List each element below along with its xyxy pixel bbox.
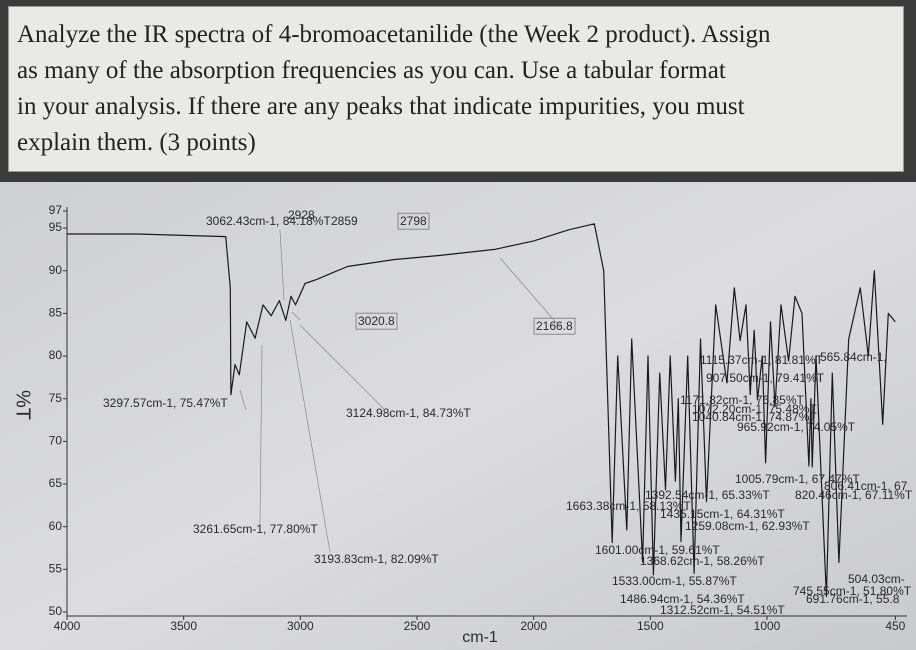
x-tick-label: 2000 — [520, 619, 547, 633]
x-axis-label: cm-1 — [462, 629, 498, 646]
spectrum-line — [67, 223, 896, 598]
peak-annotation: 1072.20cm-1, 75.48%T — [692, 402, 817, 416]
y-tick-label: 90 — [49, 263, 63, 277]
leader-line — [299, 324, 386, 411]
annotation-box — [533, 317, 576, 335]
peak-annotation: 806.41cm-1, 67 — [824, 479, 908, 493]
y-tick-label: 70 — [49, 434, 63, 448]
y-tick-label: 97 — [49, 203, 63, 217]
x-tick-label: 4000 — [54, 619, 81, 633]
x-tick-label: 1500 — [637, 619, 664, 633]
peak-annotation: 3297.57cm-1, 75.47%T — [103, 396, 228, 410]
question-line: Analyze the IR spectra of 4-bromoacetani… — [17, 21, 771, 48]
y-tick-label: 85 — [49, 306, 63, 320]
y-tick-label: 80 — [49, 348, 63, 362]
peak-annotation: 3124.98cm-1, 84.73%T — [346, 406, 471, 420]
peak-annotation: 1368.62cm-1, 58.26%T — [640, 554, 765, 568]
question-panel: Analyze the IR spectra of 4-bromoacetani… — [8, 6, 904, 172]
x-tick-label: 3500 — [170, 619, 197, 633]
peak-annotation: 1040.84cm-1, 74.87%T — [692, 410, 817, 424]
question-line: as many of the absorption frequencies as… — [17, 57, 726, 84]
peak-annotation: 504.03cm- — [848, 572, 905, 586]
leader-line — [279, 229, 285, 301]
y-tick-label: 95 — [49, 220, 63, 234]
leader-line — [291, 311, 301, 321]
annotation-box — [355, 312, 398, 330]
peak-annotation: 745.55cm-1, 51.80%T — [793, 584, 912, 598]
peak-annotation: 1115.37cm-1, 81.81%T — [700, 353, 824, 367]
peak-annotation: 2928 — [288, 208, 315, 222]
y-tick-label: 50 — [49, 604, 63, 618]
y-tick-label: 60 — [49, 519, 63, 533]
question-line: in your analysis. If there are any peaks… — [17, 93, 745, 120]
leader-line — [259, 344, 263, 524]
peak-annotation: 1171.82cm-1, 76.85%T — [680, 393, 805, 407]
peak-annotation: 1435.15cm-1, 64.31%T — [660, 507, 785, 521]
peak-annotation: 1663.38cm-1, 58.13%T — [566, 499, 691, 513]
peak-annotation: 3261.65cm-1, 77.80%T — [193, 522, 318, 536]
peak-annotation: 1486.94cm-1, 54.36%T — [620, 592, 745, 606]
leader-line — [289, 319, 331, 553]
y-tick-label: 65 — [49, 476, 63, 490]
peak-annotation: 1005.79cm-1, 67.47%T — [735, 472, 860, 486]
peak-annotation: 1533.00cm-1, 55.87%T — [612, 574, 737, 588]
y-tick-label: 75 — [49, 391, 63, 405]
photo-background — [0, 182, 916, 650]
peak-annotation: 965.92cm-1, 74.05%T — [737, 420, 856, 434]
peak-annotation: 3062.43cm-1, 84.18%T — [206, 214, 331, 228]
peak-annotation: 2798 — [400, 214, 427, 228]
peak-annotation: 1392.54cm-1, 65.33%T — [645, 488, 770, 502]
peak-annotation: 1601.00cm-1, 59.61%T — [595, 543, 720, 557]
peak-annotation: 565.84cm-1, — [820, 350, 887, 364]
spectrum: %T cm-1 50 55 60 65 70 75 80 85 90 95 97 4000 3500 30… — [0, 182, 916, 650]
peak-annotation: 820.46cm-1, 67.11%T — [795, 488, 913, 502]
y-tick-label: 55 — [49, 562, 63, 576]
x-tick-label: 1000 — [754, 619, 781, 633]
peak-annotation: 691.76cm-1, 55.8 — [806, 592, 900, 606]
peak-annotation: 3193.83cm-1, 82.09%T — [314, 552, 439, 566]
y-axis-label: %T — [12, 390, 34, 420]
leader-line — [499, 257, 561, 328]
x-tick-label: 3000 — [287, 619, 314, 633]
peak-annotation: 3020.8 — [358, 314, 395, 328]
peak-annotation: 1312.52cm-1, 54.51%T — [660, 603, 785, 617]
peak-annotation: 907.50cm-1, 79.41%T — [706, 371, 825, 385]
leader-line — [239, 389, 247, 411]
x-tick-label: 2500 — [404, 619, 431, 633]
peak-annotation: 2166.8 — [536, 319, 573, 333]
x-tick-label: 450 — [885, 619, 905, 633]
peak-annotation: 1259.08cm-1, 62.93%T — [685, 519, 810, 533]
annotation-box — [397, 212, 430, 230]
peak-annotation: 2859 — [331, 214, 358, 228]
question-line: explain them. (3 points) — [17, 129, 256, 156]
